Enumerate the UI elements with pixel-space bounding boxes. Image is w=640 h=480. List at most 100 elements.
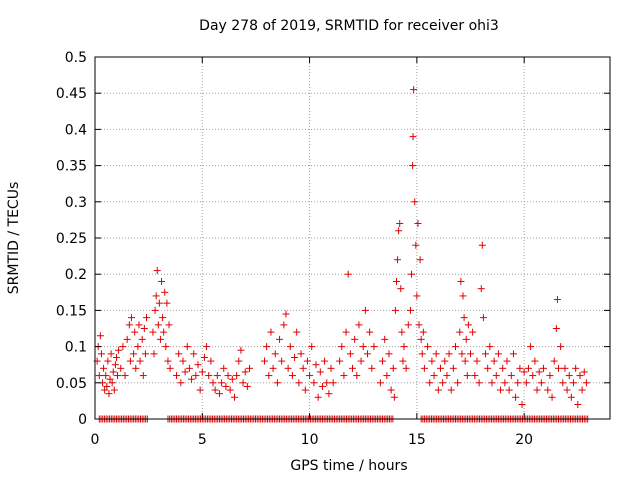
data-point	[109, 368, 117, 376]
data-point	[484, 364, 492, 372]
data-point	[150, 350, 158, 358]
x-tick-label: 10	[301, 432, 319, 448]
data-point	[456, 328, 464, 336]
x-tick-label: 0	[91, 432, 100, 448]
data-point	[162, 343, 170, 351]
data-point	[108, 379, 116, 387]
data-point	[119, 343, 127, 351]
y-tick-label: 0	[78, 412, 87, 428]
data-point	[101, 386, 109, 394]
data-point	[477, 285, 485, 293]
data-point	[196, 386, 204, 394]
data-point	[559, 379, 567, 387]
data-point	[392, 277, 400, 285]
data-point	[105, 390, 113, 398]
data-point	[318, 382, 326, 390]
data-point	[412, 241, 420, 249]
data-point	[396, 220, 404, 228]
data-point	[102, 372, 110, 380]
data-point	[518, 401, 526, 409]
data-point	[288, 372, 296, 380]
x-tick-labels: 0 5 10 15 20	[91, 432, 534, 448]
data-point	[486, 343, 494, 351]
data-point	[359, 343, 367, 351]
data-point	[181, 368, 189, 376]
data-point	[499, 364, 507, 372]
data-point	[156, 335, 164, 343]
data-point	[580, 368, 588, 376]
data-point	[220, 364, 228, 372]
data-point	[209, 379, 217, 387]
data-point	[295, 379, 303, 387]
data-point	[381, 335, 389, 343]
data-point	[282, 310, 290, 318]
data-point	[271, 350, 279, 358]
data-point	[291, 353, 299, 361]
data-point	[512, 393, 520, 401]
data-point	[134, 343, 142, 351]
data-point	[546, 372, 554, 380]
data-point	[461, 357, 469, 365]
data-point	[420, 364, 428, 372]
data-point	[570, 379, 578, 387]
data-point	[163, 299, 171, 307]
data-point	[95, 372, 103, 380]
data-point	[505, 386, 513, 394]
data-point	[218, 379, 226, 387]
data-point	[467, 350, 475, 358]
data-point	[224, 372, 232, 380]
data-point	[301, 386, 309, 394]
data-point	[110, 386, 118, 394]
data-point	[111, 361, 119, 369]
data-point	[97, 350, 105, 358]
y-tick-label: 0.25	[56, 231, 87, 247]
data-point	[417, 335, 425, 343]
data-point	[228, 375, 236, 383]
data-point	[192, 372, 200, 380]
data-point	[475, 379, 483, 387]
data-point	[443, 372, 451, 380]
data-point	[415, 321, 423, 329]
data-points	[93, 86, 592, 423]
data-point	[471, 372, 479, 380]
data-point	[106, 375, 114, 383]
y-tick-label: 0.1	[65, 340, 87, 356]
data-point	[387, 386, 395, 394]
data-point	[235, 357, 243, 365]
data-point	[368, 364, 376, 372]
data-point	[522, 379, 530, 387]
data-point	[152, 292, 160, 300]
data-point	[132, 364, 140, 372]
data-point	[406, 306, 414, 314]
data-point	[344, 270, 352, 278]
data-point	[293, 328, 301, 336]
data-point	[239, 379, 247, 387]
data-point	[478, 241, 486, 249]
data-point	[544, 386, 552, 394]
data-point	[143, 314, 150, 322]
data-point	[130, 350, 138, 358]
data-point	[418, 350, 426, 358]
data-point	[155, 299, 163, 307]
data-point	[366, 328, 374, 336]
data-point	[103, 382, 111, 390]
data-point	[316, 368, 324, 376]
y-tick-label: 0.05	[56, 376, 87, 392]
axis-ticks	[94, 56, 610, 420]
y-tick-label: 0.45	[56, 86, 87, 102]
data-point	[548, 393, 556, 401]
data-point	[479, 314, 487, 322]
data-point	[107, 350, 115, 358]
data-point	[397, 285, 405, 293]
data-point	[207, 357, 215, 365]
data-point	[198, 368, 206, 376]
data-point	[395, 227, 403, 235]
data-point	[459, 292, 467, 300]
data-point	[576, 372, 584, 380]
data-point	[402, 364, 410, 372]
data-point	[524, 364, 532, 372]
data-point	[394, 256, 402, 264]
data-point	[473, 357, 481, 365]
data-point	[185, 364, 193, 372]
